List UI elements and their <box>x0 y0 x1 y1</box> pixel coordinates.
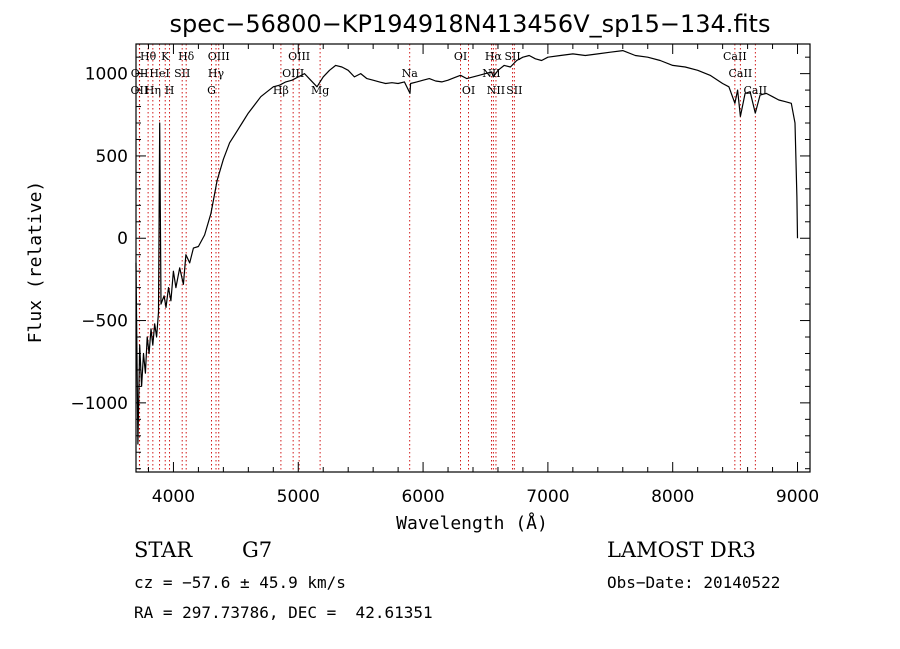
x-tick-label: 7000 <box>526 487 569 507</box>
line-label: G <box>207 84 216 97</box>
x-tick-label: 9000 <box>776 487 819 507</box>
line-label: OI <box>454 50 467 63</box>
line-markers <box>138 44 756 472</box>
line-label: SII <box>506 84 522 97</box>
line-label: OIII <box>208 50 230 63</box>
line-label: K <box>161 50 170 63</box>
line-label: Hβ <box>273 84 289 97</box>
line-label: SII <box>174 67 190 80</box>
line-label: HeI <box>149 67 169 80</box>
chart-title: spec−56800−KP194918N413456V_sp15−134.fit… <box>170 10 771 38</box>
x-axis: 4000 5000 6000 7000 8000 9000 <box>147 44 819 507</box>
y-tick-label: 500 <box>96 147 128 167</box>
line-label: Hη <box>145 84 161 97</box>
spectral-subclass: G7 <box>242 538 273 562</box>
x-axis-label: Wavelength (Å) <box>396 512 548 534</box>
line-label: CaII <box>723 50 747 63</box>
y-tick-label: −500 <box>81 312 128 332</box>
redshift-value: cz = −57.6 ± 45.9 km/s <box>134 573 346 592</box>
y-axis: −1000 −500 0 500 1000 <box>70 56 810 470</box>
line-label: CaII <box>729 67 753 80</box>
spectrum-line <box>135 50 799 445</box>
line-label: CaII <box>743 84 767 97</box>
y-tick-label: −1000 <box>70 394 128 414</box>
survey-name: LAMOST DR3 <box>607 538 756 562</box>
observation-date: Obs−Date: 20140522 <box>607 573 781 592</box>
line-label: NII <box>487 84 505 97</box>
line-label: Na <box>402 67 419 80</box>
line-label: Mg <box>311 84 329 97</box>
line-label: Hα <box>485 50 503 63</box>
x-tick-label: 4000 <box>152 487 195 507</box>
x-tick-label: 5000 <box>277 487 320 507</box>
coordinates: RA = 297.73786, DEC = 42.61351 <box>134 603 433 622</box>
line-label: NII <box>482 67 500 80</box>
line-label: H <box>165 84 175 97</box>
line-label: OIII <box>282 67 304 80</box>
line-label: SII <box>504 50 520 63</box>
x-tick-label: 6000 <box>401 487 444 507</box>
y-tick-label: 0 <box>117 229 128 249</box>
line-label: Hδ <box>178 50 195 63</box>
line-label: Hγ <box>208 67 225 80</box>
line-label: Hθ <box>140 50 157 63</box>
y-tick-label: 1000 <box>85 65 128 85</box>
plot-frame <box>135 43 811 473</box>
x-tick-label: 8000 <box>651 487 694 507</box>
y-axis-label: Flux (relative) <box>25 181 46 344</box>
line-label: OI <box>462 84 475 97</box>
line-label: OIII <box>288 50 310 63</box>
object-type: STAR <box>134 538 193 562</box>
